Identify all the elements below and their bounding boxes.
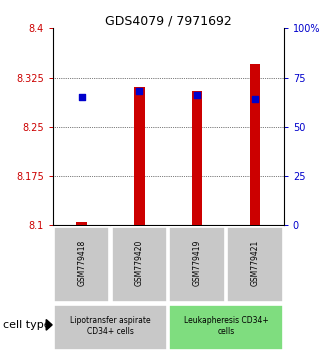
Bar — [54, 305, 167, 349]
Point — [79, 95, 84, 100]
Bar — [54, 227, 110, 302]
Text: GSM779421: GSM779421 — [250, 240, 259, 286]
Text: Lipotransfer aspirate
CD34+ cells: Lipotransfer aspirate CD34+ cells — [70, 316, 151, 336]
Text: GSM779419: GSM779419 — [193, 240, 202, 286]
Text: cell type: cell type — [3, 320, 51, 330]
Bar — [250, 64, 260, 225]
Point — [252, 96, 258, 102]
Text: GSM779418: GSM779418 — [77, 240, 86, 286]
Point — [195, 92, 200, 98]
Bar — [170, 305, 282, 349]
Bar — [77, 222, 87, 225]
Bar — [170, 227, 225, 302]
Point — [137, 88, 142, 93]
Bar — [227, 227, 282, 302]
Text: GSM779420: GSM779420 — [135, 240, 144, 286]
Text: Leukapheresis CD34+
cells: Leukapheresis CD34+ cells — [184, 316, 268, 336]
Title: GDS4079 / 7971692: GDS4079 / 7971692 — [105, 14, 232, 27]
Bar — [192, 91, 202, 225]
Bar — [112, 227, 167, 302]
Bar — [134, 87, 145, 225]
